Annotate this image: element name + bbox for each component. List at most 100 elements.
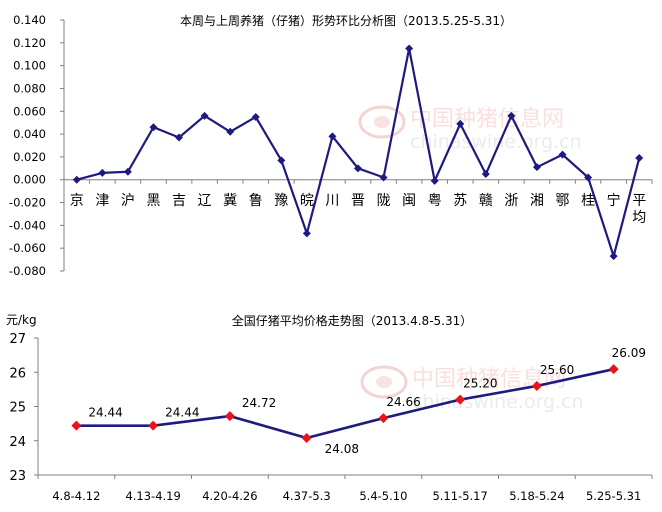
chart2-data-point	[378, 413, 389, 424]
chart1-x-tick-label: 皖	[300, 193, 314, 209]
chart1-y-tick-label: 0.080	[13, 81, 46, 95]
chart1-data-point	[584, 173, 593, 182]
chart2-data-label: 25.60	[540, 363, 574, 377]
chart2-data-point	[301, 433, 312, 444]
watermark-domain: chinaswine.org.cn	[412, 391, 584, 413]
chart1-x-tick-label: 津	[95, 193, 109, 209]
chart1-x-tick-label: 粤	[428, 193, 442, 209]
chart2-x-tick-label: 4.20-4.26	[202, 489, 257, 503]
chart1-data-point	[532, 163, 541, 172]
chart1-data-point	[251, 112, 260, 121]
chart2-y-tick-label: 24	[9, 435, 26, 450]
chart1-data-point	[277, 156, 286, 165]
chart1-x-tick-label: 晋	[351, 193, 365, 209]
chart2-y-tick-label: 26	[9, 366, 26, 381]
chart2-data-point	[224, 411, 235, 422]
chart2-x-tick-label: 4.13-4.19	[125, 489, 180, 503]
chart2-data-point	[531, 380, 542, 391]
chart1-y-tick-label: 0.000	[13, 173, 46, 187]
chart1-x-tick-label: 桂	[581, 193, 595, 209]
chart2-series-line	[76, 367, 614, 440]
chart1-x-tick-label: 京	[70, 193, 84, 209]
chart1-y-tick-label: -0.020	[9, 196, 46, 210]
chart1-data-point	[354, 164, 362, 173]
chart1-y-tick-label: 0.120	[13, 36, 46, 50]
chart2-y-axis-label: 元/kg	[6, 313, 37, 327]
chart2-data-point	[608, 364, 619, 375]
chart1-data-point	[456, 119, 465, 128]
chart2-data-label: 24.44	[165, 406, 199, 420]
chart2-x-tick-label: 5.25-5.31	[586, 489, 641, 503]
chart1-x-tick-label: 鄂	[556, 193, 570, 209]
chart2-data-label: 24.66	[386, 395, 420, 409]
chart1-data-point	[405, 44, 414, 53]
watermark-logo-core	[376, 376, 392, 388]
chart1-data-point	[72, 175, 81, 184]
chart1-title: 本周与上周养猪（仔猪）形势环比分析图（2013.5.25-5.31）	[180, 13, 512, 28]
chart2-data-label: 24.08	[325, 442, 359, 456]
watermark-logo-core	[374, 116, 390, 128]
chart2-x-tick-label: 5.11-5.17	[432, 489, 487, 503]
chart2-data-point	[71, 420, 82, 431]
chart1-x-tick-label: 川	[325, 193, 339, 209]
chart1-x-tick-label: 沪	[121, 193, 135, 209]
chart1-x-tick-label: 吉	[172, 193, 186, 209]
chart1-data-point	[328, 132, 337, 141]
chart1-x-tick-label: 陇	[377, 193, 391, 209]
chart1-y-tick-label: 0.060	[13, 104, 46, 118]
chart1-x-tick-label: 平均	[632, 193, 646, 226]
chart1-data-point	[123, 167, 132, 176]
chart1-x-tick-label: 闽	[402, 193, 416, 209]
chart2-y-tick-label: 23	[9, 469, 26, 484]
chart1-x-tick-label: 赣	[479, 193, 493, 209]
watermark-name: 中国种猪信息网	[412, 367, 566, 392]
chart2-x-tick-label: 5.18-5.24	[509, 489, 564, 503]
chart1-data-point	[175, 133, 184, 142]
chart2-data-point	[455, 394, 466, 405]
chart1-y-tick-label: 0.140	[13, 13, 46, 27]
chart2-x-tick-label: 5.4-5.10	[359, 489, 407, 503]
chart1-data-point	[226, 127, 235, 136]
chart2-x-tick-label: 4.37-5.3	[283, 489, 331, 503]
chart1-x-tick-label: 豫	[274, 193, 288, 209]
chart2-title: 全国仔猪平均价格走势图（2013.4.8-5.31）	[232, 313, 473, 328]
chart1-y-tick-label: -0.040	[9, 218, 46, 232]
chart1-data-point	[481, 170, 490, 179]
chart1-data-point	[507, 111, 516, 120]
chart1-data-point	[149, 123, 158, 132]
chart2-data-label: 24.44	[88, 406, 122, 420]
chart1-x-tick-label: 黑	[146, 193, 160, 209]
chart1-x-tick-label: 浙	[504, 193, 518, 209]
chart1-y-tick-label: -0.060	[9, 241, 46, 255]
chart1-y-tick-label: 0.040	[13, 127, 46, 141]
chart2-data-label: 26.09	[612, 346, 646, 360]
watermark-domain: chinaswine.org.cn	[410, 131, 582, 153]
chart1-x-tick-label: 辽	[198, 193, 212, 209]
chart1-data-point	[609, 252, 618, 261]
chart1-x-tick-label: 宁	[607, 192, 621, 209]
chart1-x-tick-label: 鲁	[249, 193, 263, 209]
chart1-data-point	[430, 176, 439, 185]
chart2-y-tick-label: 25	[9, 401, 26, 416]
chart1-x-tick-label: 苏	[453, 193, 467, 209]
chart1-data-point	[558, 150, 567, 159]
chart1-data-point	[98, 168, 107, 177]
chart1-data-point	[635, 154, 644, 163]
chart1-y-tick-label: 0.100	[13, 59, 46, 73]
watermark-logo-icon	[358, 105, 406, 139]
chart2-data-label: 24.72	[242, 396, 276, 410]
chart2-data-point	[148, 420, 159, 431]
chart2-x-tick-label: 4.8-4.12	[52, 489, 100, 503]
chart1-x-tick-label: 湘	[530, 193, 544, 209]
chart1-y-tick-label: -0.080	[9, 264, 46, 278]
watermark-name: 中国种猪信息网	[410, 107, 564, 132]
chart1-x-tick-label: 冀	[223, 193, 237, 209]
chart1-data-point	[200, 111, 209, 120]
chart1-data-point	[379, 173, 388, 182]
watermark-logo-icon	[360, 365, 408, 399]
chart1-data-point	[302, 229, 311, 238]
